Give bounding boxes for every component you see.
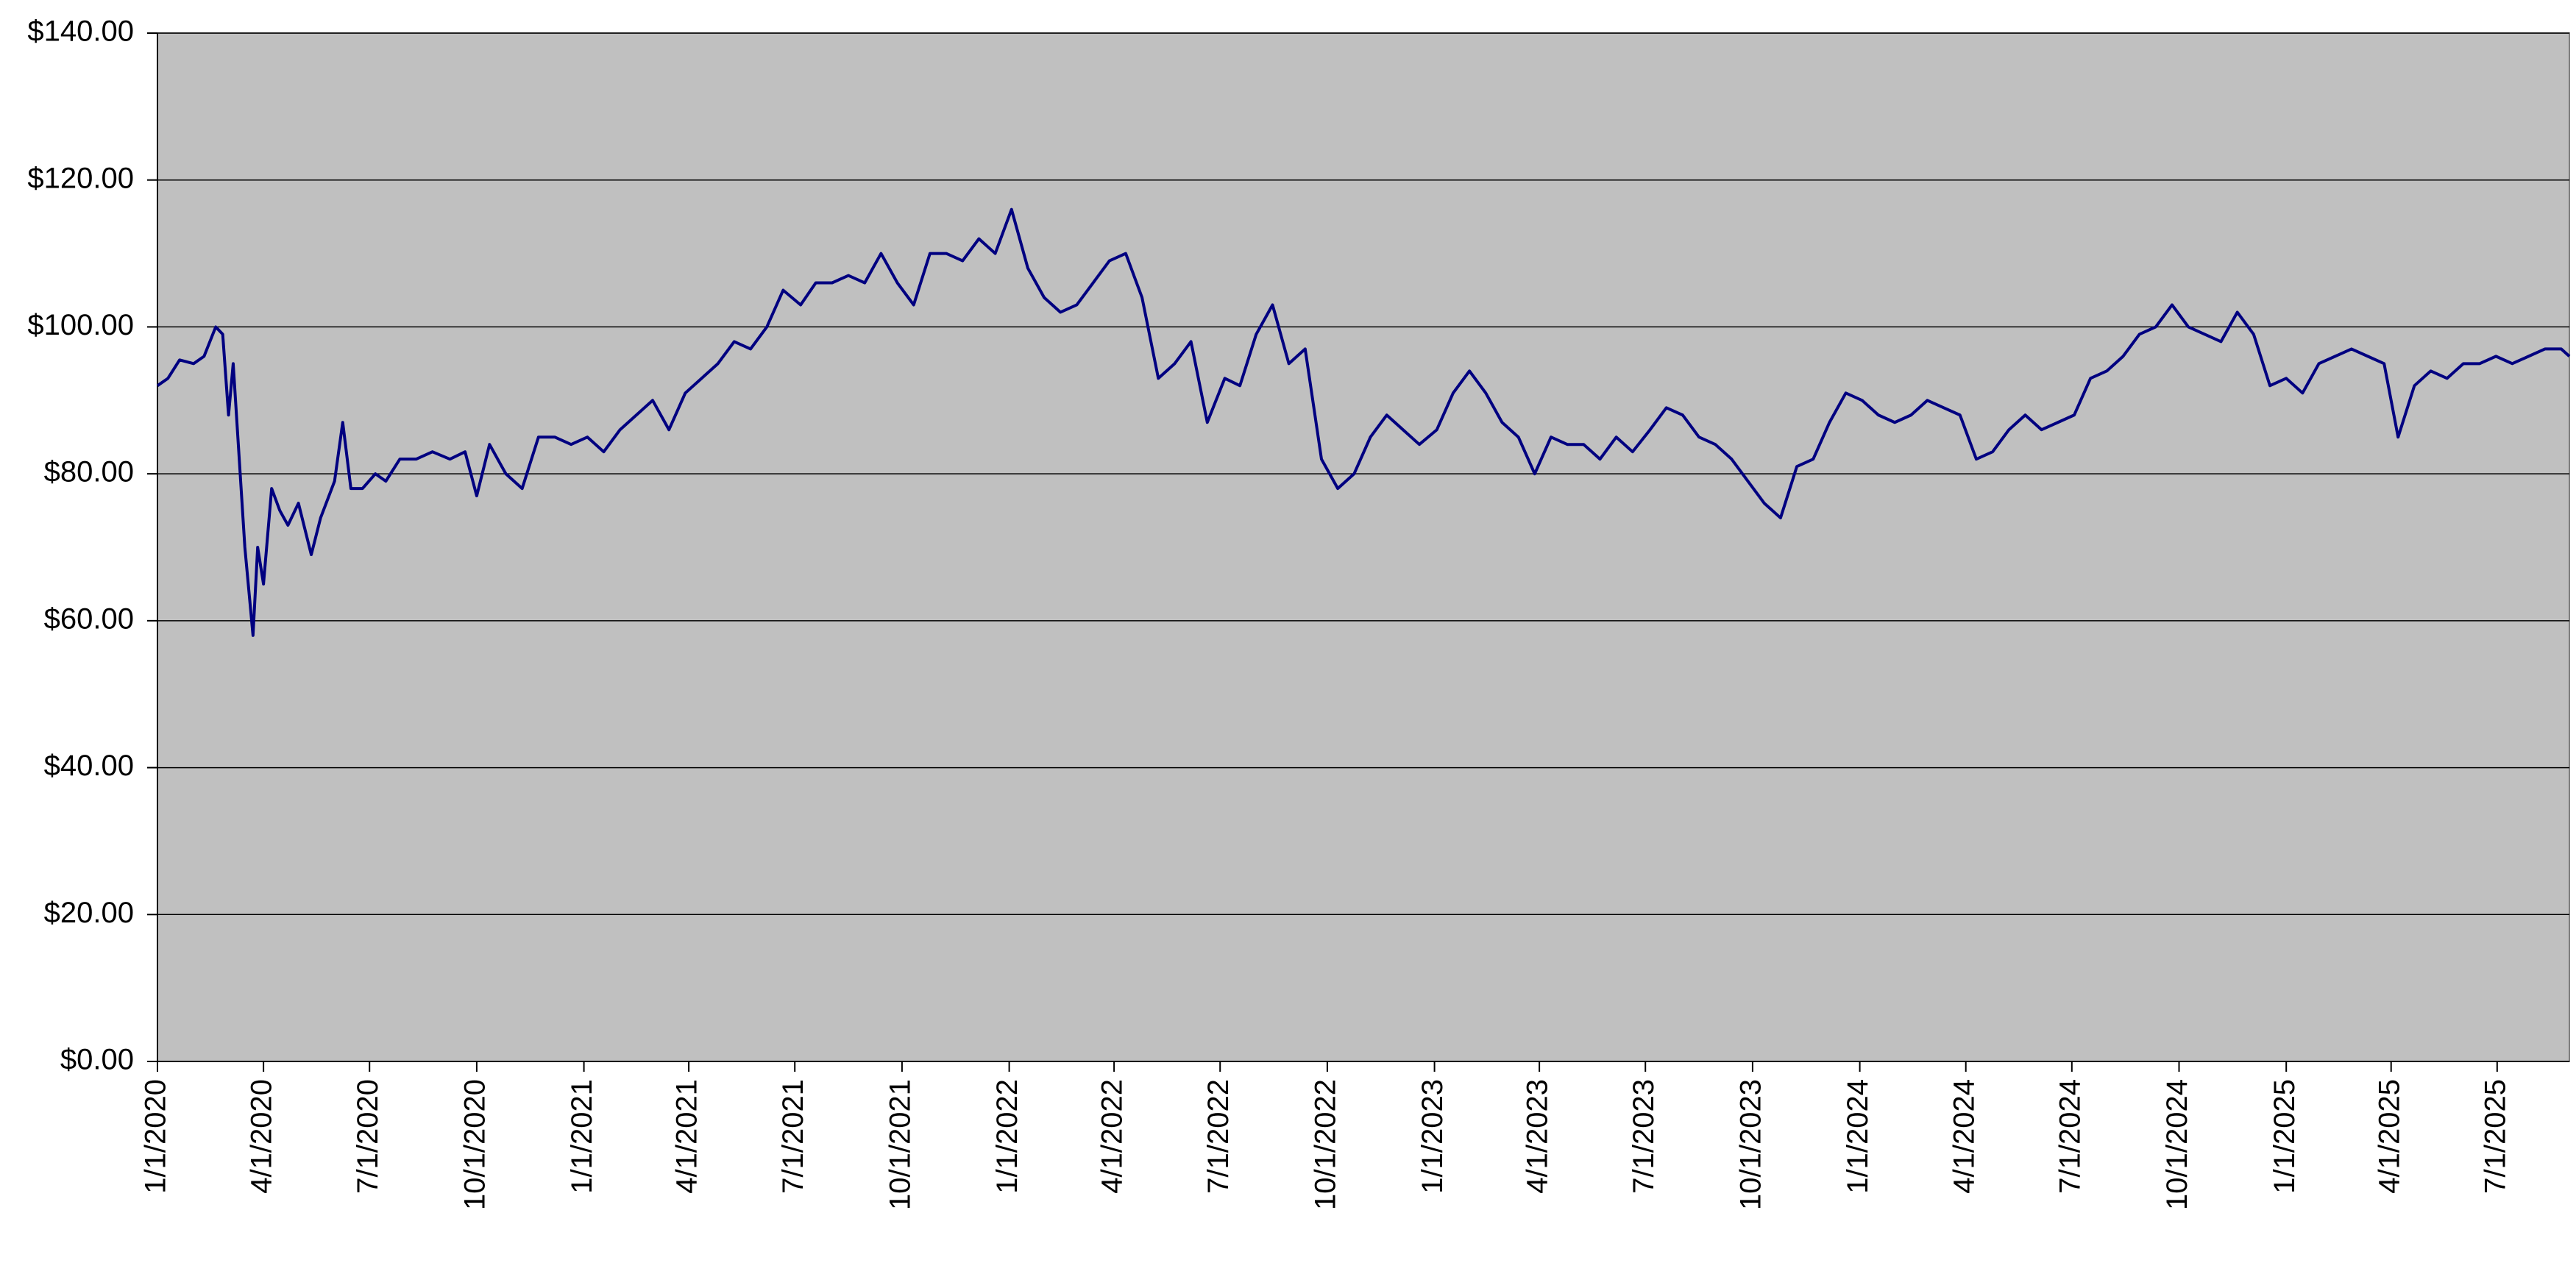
x-tick-label: 1/1/2023 xyxy=(1416,1079,1449,1194)
x-tick-label: 4/1/2024 xyxy=(1948,1079,1980,1194)
x-tick-label: 4/1/2020 xyxy=(246,1079,278,1194)
y-tick-label: $100.00 xyxy=(27,309,134,341)
x-tick-label: 1/1/2020 xyxy=(140,1079,172,1194)
x-tick-label: 7/1/2021 xyxy=(777,1079,809,1194)
y-tick-label: $0.00 xyxy=(60,1044,134,1076)
x-tick-label: 1/1/2021 xyxy=(566,1079,598,1194)
x-tick-label: 4/1/2022 xyxy=(1096,1079,1129,1194)
plot-area xyxy=(157,32,2570,1062)
x-tick-label: 4/1/2023 xyxy=(1522,1079,1554,1194)
y-tick-label: $40.00 xyxy=(44,750,134,782)
x-tick-label: 10/1/2024 xyxy=(2161,1079,2193,1210)
x-tick-label: 7/1/2024 xyxy=(2054,1079,2086,1194)
x-tick-label: 7/1/2023 xyxy=(1628,1079,1660,1194)
price-line xyxy=(156,207,2571,637)
y-tick-label: $80.00 xyxy=(44,456,134,488)
x-tick-label: 10/1/2022 xyxy=(1309,1079,1341,1210)
x-tick-label: 7/1/2025 xyxy=(2479,1079,2511,1194)
x-tick-label: 4/1/2025 xyxy=(2373,1079,2405,1194)
x-tick-label: 1/1/2024 xyxy=(1842,1079,1874,1194)
x-tick-label: 7/1/2022 xyxy=(1202,1079,1235,1194)
x-tick-label: 1/1/2022 xyxy=(991,1079,1023,1194)
y-tick-label: $60.00 xyxy=(44,602,134,635)
x-tick-label: 10/1/2023 xyxy=(1734,1079,1767,1210)
x-tick-label: 4/1/2021 xyxy=(671,1079,703,1194)
y-tick-label: $140.00 xyxy=(27,15,134,48)
y-tick-label: $20.00 xyxy=(44,897,134,929)
x-tick-label: 1/1/2025 xyxy=(2268,1079,2301,1194)
y-tick-label: $120.00 xyxy=(27,162,134,194)
x-tick-label: 7/1/2020 xyxy=(352,1079,384,1194)
x-tick-label: 10/1/2021 xyxy=(884,1079,916,1210)
x-tick-label: 10/1/2020 xyxy=(458,1079,491,1210)
